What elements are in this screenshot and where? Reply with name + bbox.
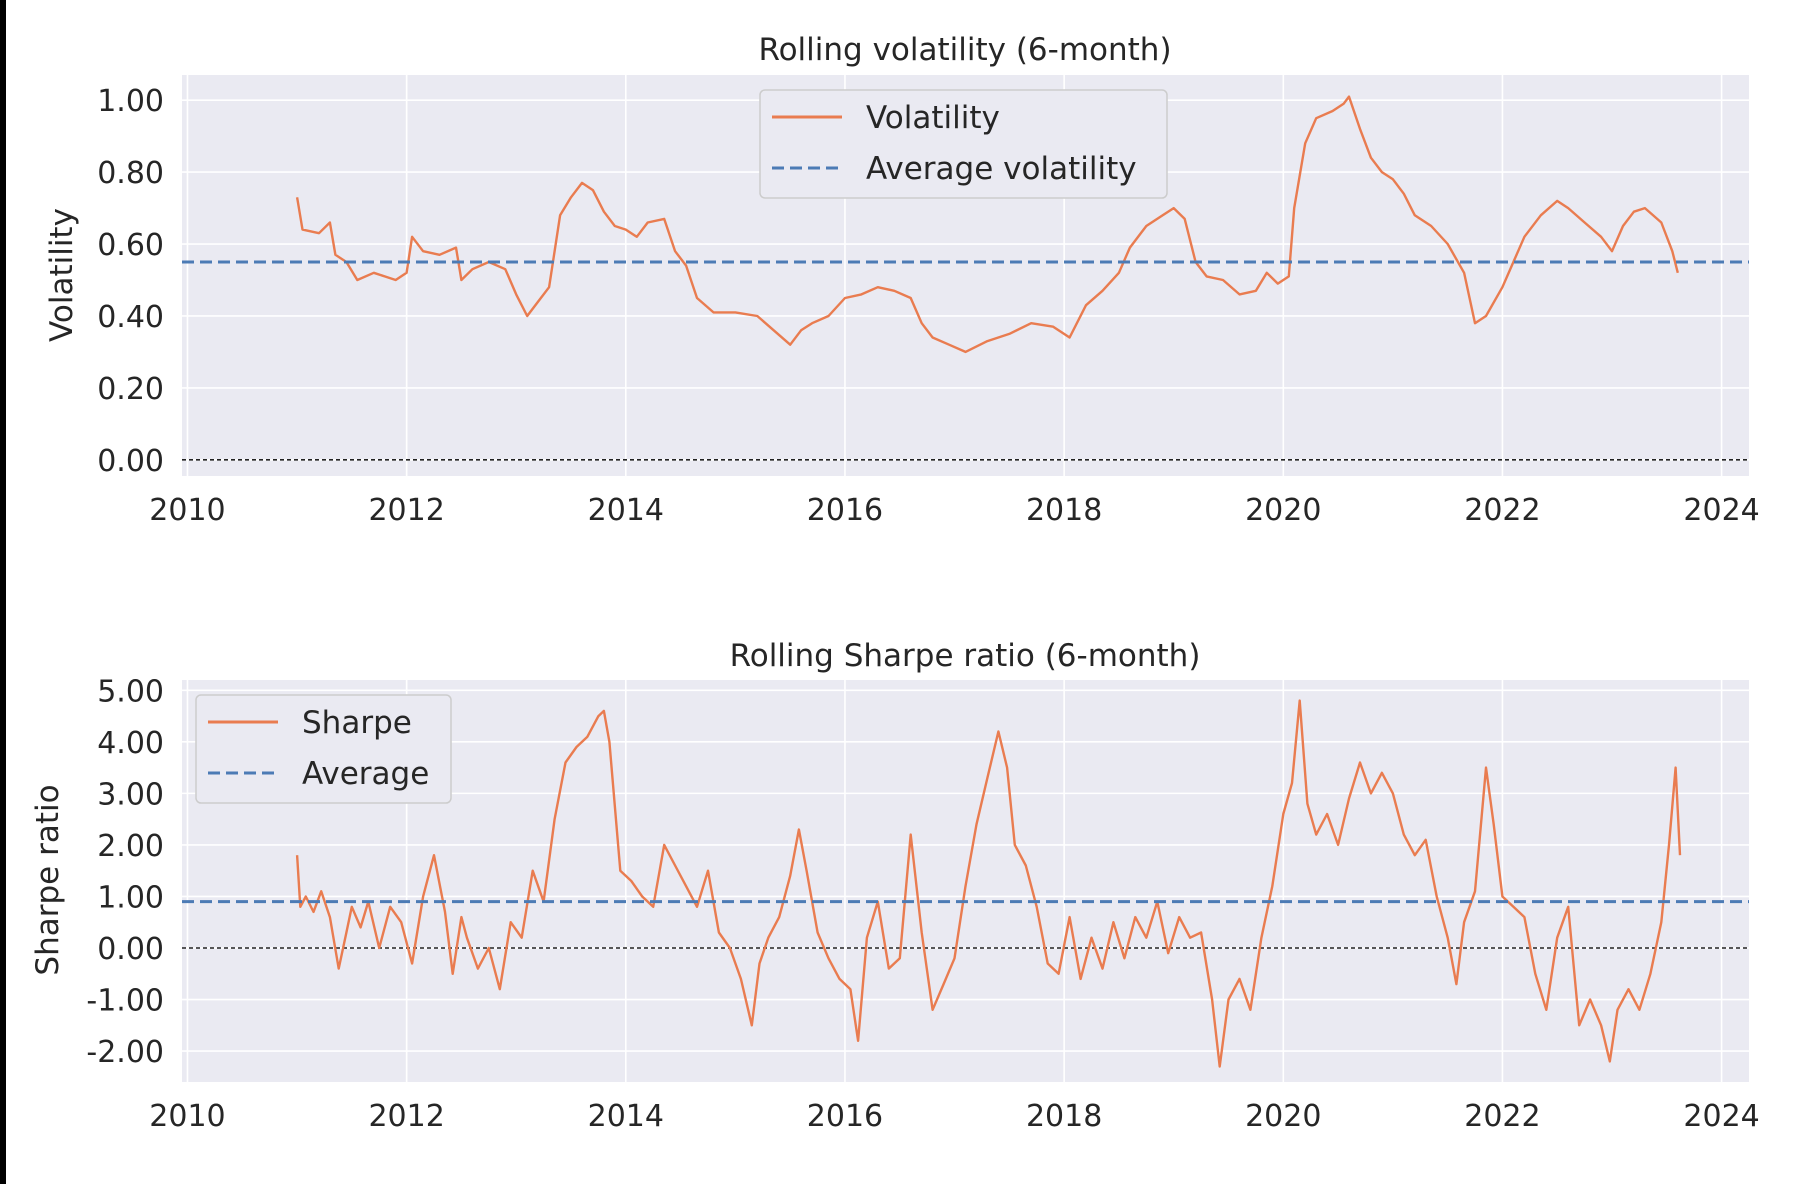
- sharpe-x-tick-label: 2022: [1464, 1099, 1540, 1134]
- volatility-chart-title: Rolling volatility (6-month): [758, 32, 1171, 68]
- sharpe-y-tick-label: 0.00: [97, 932, 164, 967]
- volatility-x-tick-label: 2022: [1464, 493, 1540, 528]
- volatility-x-tick-label: 2024: [1683, 493, 1759, 528]
- volatility-y-ticks: 0.00 0.20 0.40 0.60 0.80 1.00: [97, 84, 164, 479]
- sharpe-series: [182, 699, 1749, 1068]
- sharpe-legend: Sharpe Average: [195, 694, 452, 804]
- volatility-y-tick-label: 0.40: [97, 300, 164, 335]
- sharpe-x-tick-label: 2020: [1245, 1099, 1321, 1134]
- volatility-series-line: [295, 95, 1679, 354]
- volatility-grid: [182, 75, 1749, 476]
- sharpe-x-tick-label: 2010: [149, 1099, 225, 1134]
- sharpe-chart-title: Rolling Sharpe ratio (6-month): [730, 638, 1201, 674]
- left-edge-strip: [0, 0, 6, 1184]
- volatility-y-axis-label: Volatility: [44, 208, 80, 342]
- sharpe-y-tick-label: 3.00: [97, 777, 164, 812]
- volatility-chart: 2010 2012 2014 2016 2018 2020 2022 2024 0.00 0.2…: [44, 32, 1760, 528]
- sharpe-legend-label: Sharpe: [302, 705, 412, 741]
- sharpe-legend-average-label: Average: [302, 756, 429, 792]
- sharpe-series-line: [295, 699, 1682, 1068]
- sharpe-y-ticks: -2.00 -1.00 0.00 1.00 2.00 3.00 4.00 5.00: [86, 674, 164, 1070]
- volatility-x-tick-label: 2020: [1245, 493, 1321, 528]
- volatility-y-tick-label: 0.60: [97, 228, 164, 263]
- volatility-y-tick-label: 0.80: [97, 156, 164, 191]
- sharpe-x-tick-label: 2018: [1026, 1099, 1102, 1134]
- volatility-legend: Volatility Average volatility: [759, 89, 1168, 199]
- volatility-x-tick-label: 2018: [1026, 493, 1102, 528]
- sharpe-y-tick-label: 2.00: [97, 829, 164, 864]
- sharpe-x-ticks: 2010 2012 2014 2016 2018 2020 2022 2024: [149, 1099, 1759, 1134]
- sharpe-chart: 2010 2012 2014 2016 2018 2020 2022 2024 -2.00 -1…: [30, 638, 1760, 1134]
- sharpe-y-tick-label: 1.00: [97, 880, 164, 915]
- sharpe-x-tick-label: 2012: [368, 1099, 444, 1134]
- volatility-legend-average-label: Average volatility: [866, 151, 1137, 187]
- sharpe-y-tick-label: 4.00: [97, 726, 164, 761]
- sharpe-x-tick-label: 2014: [588, 1099, 664, 1134]
- sharpe-y-tick-label: -2.00: [86, 1035, 164, 1070]
- volatility-x-tick-label: 2012: [368, 493, 444, 528]
- sharpe-y-tick-label: -1.00: [86, 984, 164, 1019]
- volatility-x-tick-label: 2016: [807, 493, 883, 528]
- sharpe-y-tick-label: 5.00: [97, 674, 164, 709]
- volatility-x-tick-label: 2014: [588, 493, 664, 528]
- volatility-y-tick-label: 0.20: [97, 372, 164, 407]
- volatility-x-tick-label: 2010: [149, 493, 225, 528]
- volatility-y-tick-label: 0.00: [97, 444, 164, 479]
- volatility-legend-box: [759, 89, 1168, 199]
- volatility-series: [182, 95, 1749, 461]
- sharpe-y-axis-label: Sharpe ratio: [30, 784, 66, 975]
- sharpe-x-tick-label: 2016: [807, 1099, 883, 1134]
- sharpe-x-tick-label: 2024: [1683, 1099, 1759, 1134]
- volatility-y-tick-label: 1.00: [97, 84, 164, 119]
- volatility-x-ticks: 2010 2012 2014 2016 2018 2020 2022 2024: [149, 493, 1759, 528]
- volatility-legend-label: Volatility: [866, 100, 1000, 136]
